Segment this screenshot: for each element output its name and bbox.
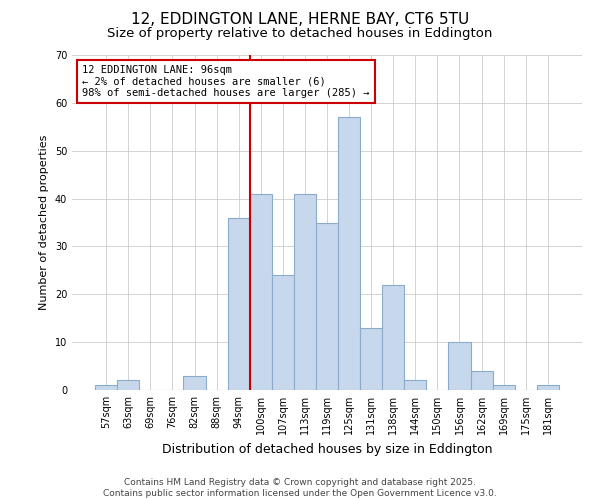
Bar xyxy=(360,328,382,390)
Bar xyxy=(493,385,515,390)
Bar xyxy=(272,275,294,390)
Bar xyxy=(382,284,404,390)
Bar xyxy=(316,222,338,390)
Bar xyxy=(404,380,427,390)
Bar xyxy=(250,194,272,390)
Bar xyxy=(227,218,250,390)
Bar xyxy=(537,385,559,390)
Text: Size of property relative to detached houses in Eddington: Size of property relative to detached ho… xyxy=(107,28,493,40)
Bar xyxy=(117,380,139,390)
Bar xyxy=(95,385,117,390)
Bar xyxy=(184,376,206,390)
Bar xyxy=(448,342,470,390)
Bar xyxy=(294,194,316,390)
Text: 12, EDDINGTON LANE, HERNE BAY, CT6 5TU: 12, EDDINGTON LANE, HERNE BAY, CT6 5TU xyxy=(131,12,469,28)
Text: Contains HM Land Registry data © Crown copyright and database right 2025.
Contai: Contains HM Land Registry data © Crown c… xyxy=(103,478,497,498)
Bar xyxy=(470,371,493,390)
Text: 12 EDDINGTON LANE: 96sqm
← 2% of detached houses are smaller (6)
98% of semi-det: 12 EDDINGTON LANE: 96sqm ← 2% of detache… xyxy=(82,65,370,98)
Y-axis label: Number of detached properties: Number of detached properties xyxy=(39,135,49,310)
Bar xyxy=(338,117,360,390)
X-axis label: Distribution of detached houses by size in Eddington: Distribution of detached houses by size … xyxy=(162,442,492,456)
